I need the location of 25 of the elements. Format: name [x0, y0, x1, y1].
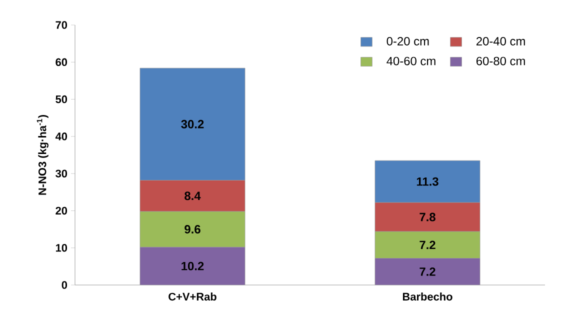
legend-label: 60-80 cm	[476, 56, 525, 66]
y-tick-label: 40	[55, 132, 68, 140]
data-label: 9.6	[184, 225, 200, 234]
y-tick-label: 10	[56, 244, 68, 252]
data-label: 30.2	[181, 120, 204, 128]
y-tick-label: 50	[56, 95, 68, 104]
bar	[374, 258, 480, 285]
data-label: 10.2	[182, 262, 204, 270]
x-tick-label: C+V+Rab	[168, 292, 216, 301]
legend-label: 40-60 cm	[386, 56, 436, 66]
y-axis-title: N-NO3 (kg·ha$^{-1}$)	[36, 115, 48, 195]
data-label: 7.2	[420, 240, 436, 250]
legend-label: 0-20 cm	[386, 36, 429, 46]
data-label: 8.4	[184, 192, 201, 200]
bar	[140, 246, 246, 285]
legend-label: 20-40 cm	[476, 36, 525, 46]
x-tick-label: Barbecho	[402, 292, 452, 301]
data-label: 11.3	[416, 177, 438, 186]
y-tick-label: 30	[56, 170, 68, 178]
y-tick-label: 70	[56, 21, 68, 29]
y-tick-label: 0	[62, 281, 68, 289]
data-label: 7.2	[420, 267, 436, 276]
data-label: 7.8	[420, 212, 436, 222]
y-tick-label: 60	[56, 58, 68, 66]
y-tick-label: 20	[56, 206, 68, 215]
